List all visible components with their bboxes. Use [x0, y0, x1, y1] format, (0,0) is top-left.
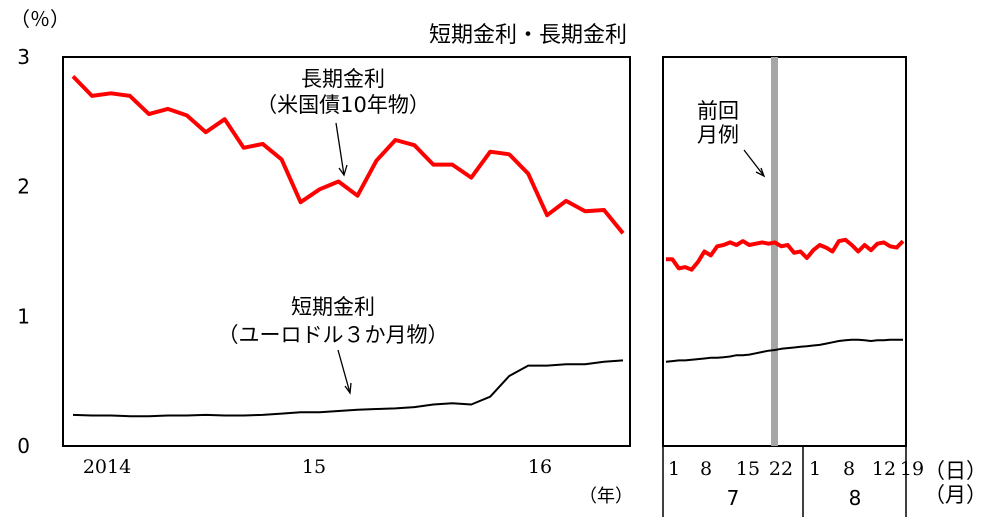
year-unit-label: （年） [579, 486, 633, 507]
previous-report-annotation: 前回 月例 [697, 99, 766, 178]
y-tick-label: 1 [17, 304, 30, 328]
recent-long-term-rate-line [666, 237, 905, 272]
day-unit-label: （日） [924, 459, 987, 483]
year-tick-label: 15 [302, 456, 326, 478]
previous-report-annotation-line-2: 月例 [697, 123, 739, 147]
previous-report-annotation-line-1: 前回 [697, 99, 739, 123]
long-term-rate-line [71, 75, 625, 235]
long-rate-arrow [335, 122, 345, 176]
left-panel-series [71, 75, 625, 418]
long-rate-annotation: 長期金利 （米国債10年物） [256, 67, 430, 177]
left-x-axis-ticks: 2014 15 16 [83, 456, 552, 478]
long-rate-annotation-line-2: （米国債10年物） [256, 93, 430, 117]
y-axis-unit-label: （％） [10, 7, 70, 31]
day-axis-ticks: 1 8 15 22 1 8 12 19 [668, 458, 924, 480]
y-tick-label: 3 [17, 45, 30, 69]
year-tick-label: 16 [528, 456, 552, 478]
short-rate-annotation: 短期金利 （ユーロドル３か月物） [218, 295, 449, 395]
month-unit-label: （月） [924, 483, 987, 507]
month-label: 8 [849, 486, 862, 510]
day-tick-label: 12 [872, 458, 896, 480]
short-rate-annotation-line-1: 短期金利 [291, 295, 375, 319]
chart-title: 短期金利・長期金利 [429, 23, 627, 48]
y-tick-label: 0 [17, 434, 30, 458]
short-rate-arrow [337, 349, 351, 394]
day-tick-label: 8 [843, 458, 855, 480]
previous-report-arrow [743, 149, 765, 177]
short-rate-annotation-line-2: （ユーロドル３か月物） [218, 323, 449, 347]
y-axis-ticks: 0 1 2 3 [17, 45, 30, 458]
long-rate-arrowhead [338, 164, 348, 177]
day-tick-label: 22 [769, 458, 793, 480]
day-tick-label: 8 [700, 458, 712, 480]
short-rate-arrowhead [344, 382, 352, 395]
right-panel-series [665, 237, 905, 363]
previous-report-arrowhead [755, 167, 766, 178]
recent-short-term-rate-line [665, 338, 903, 363]
day-tick-label: 19 [900, 458, 924, 480]
day-tick-label: 1 [668, 458, 680, 480]
month-label: 7 [727, 486, 740, 510]
right-plot-frame [662, 56, 907, 447]
day-tick-label: 15 [736, 458, 760, 480]
y-tick-label: 2 [17, 175, 30, 199]
short-term-rate-line [72, 359, 624, 418]
previous-report-marker [771, 57, 778, 446]
long-rate-annotation-line-1: 長期金利 [301, 67, 385, 91]
year-tick-label: 2014 [83, 456, 131, 478]
left-plot-frame [62, 56, 631, 447]
day-tick-label: 1 [809, 458, 821, 480]
